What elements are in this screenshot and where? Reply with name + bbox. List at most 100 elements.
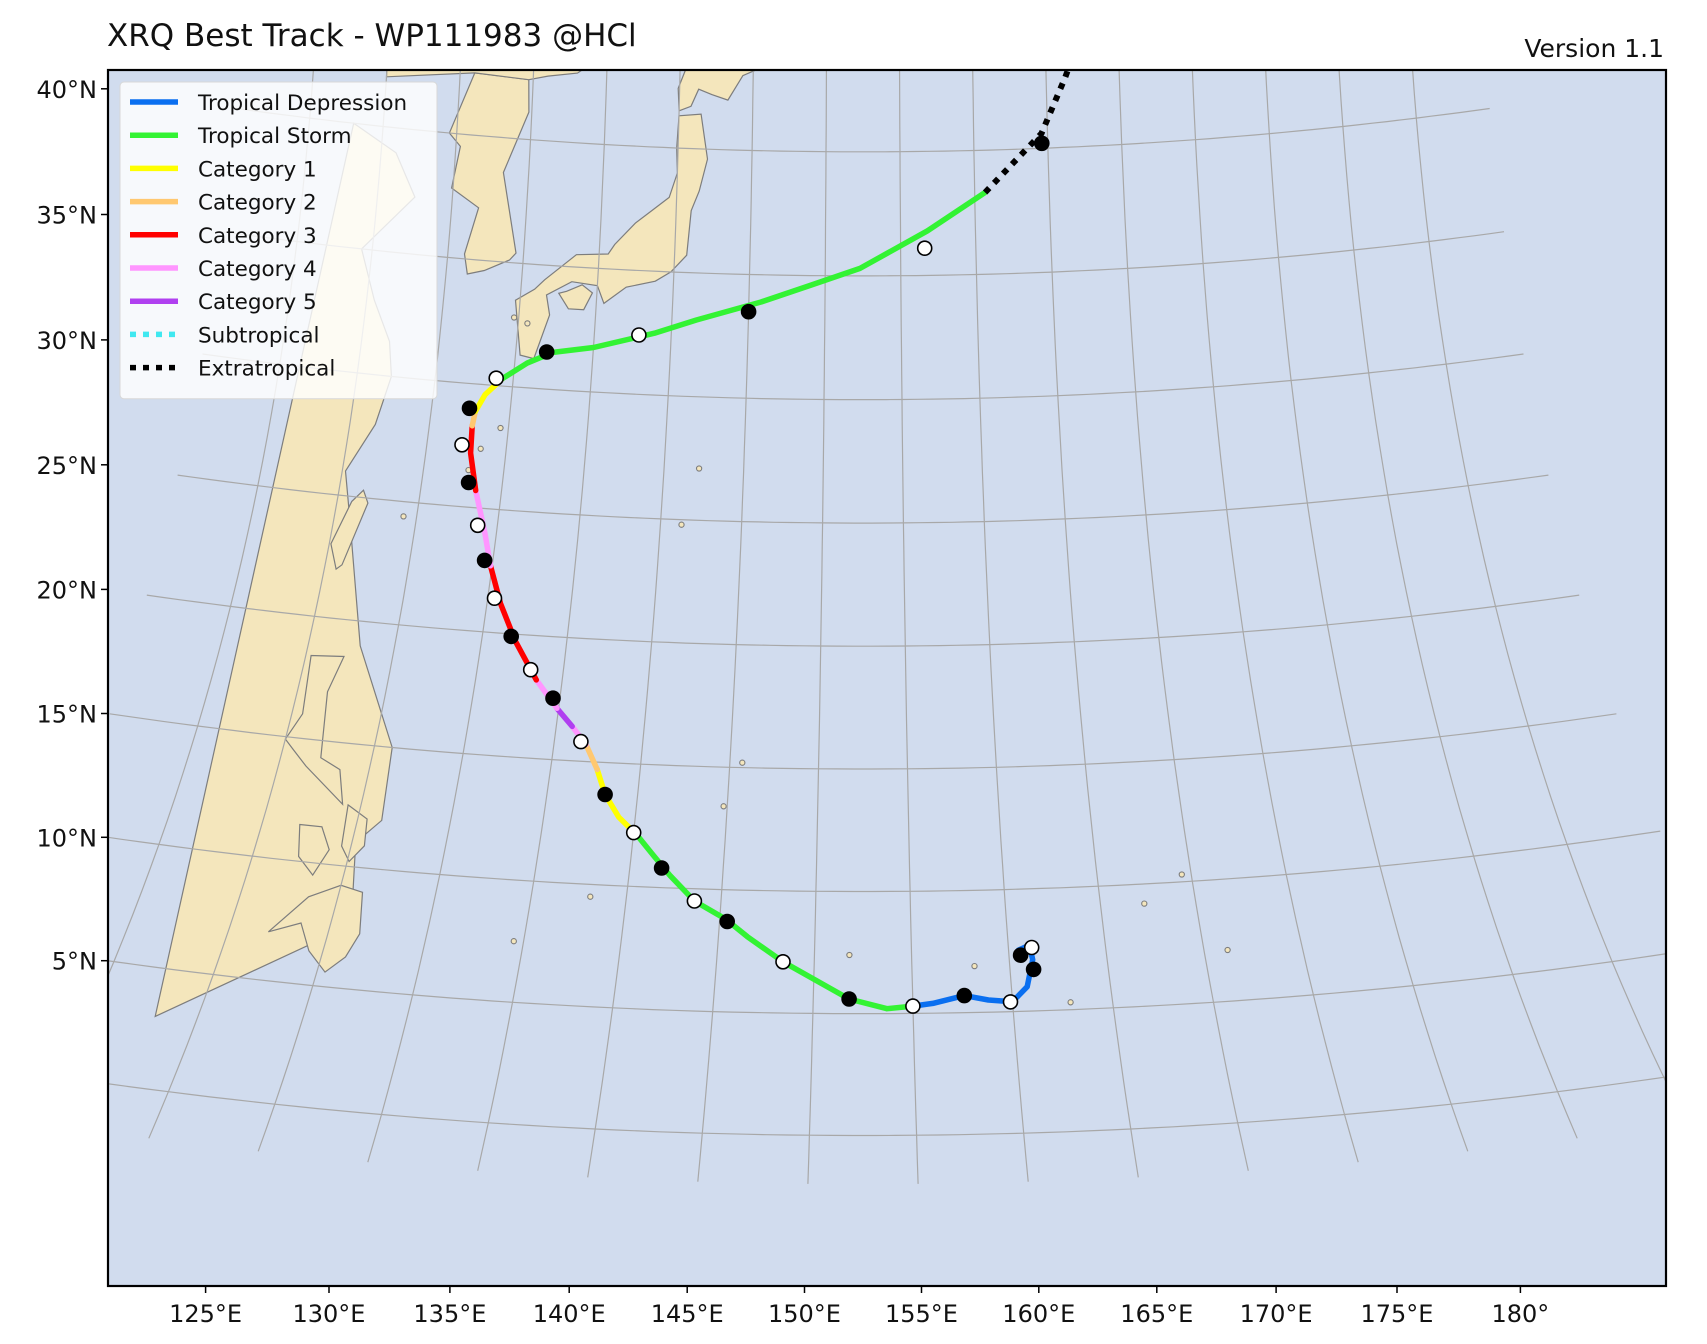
grid-parallel [109, 713, 1617, 770]
grid-parallel [146, 594, 1580, 647]
islet [400, 513, 407, 520]
islet [497, 424, 504, 432]
legend-label: Tropical Depression [197, 91, 407, 116]
lat-label: 15°N [37, 701, 98, 729]
grid-meridian [108, 70, 314, 978]
grid-parallel [108, 830, 1661, 893]
fix-marker-12z [905, 998, 921, 1014]
lon-label: 165°E [1120, 1300, 1193, 1328]
islet [739, 759, 746, 766]
track-segment [583, 741, 600, 773]
lat-label: 5°N [52, 948, 97, 976]
islet [477, 445, 484, 452]
fix-marker-00z [1012, 947, 1029, 964]
grid-meridian [1045, 70, 1139, 1178]
islet [510, 314, 518, 321]
fix-marker-00z [1034, 135, 1050, 152]
legend-label: Tropical Storm [197, 124, 352, 149]
lon-label: 160°E [1002, 1300, 1075, 1328]
fix-marker-00z [538, 344, 555, 360]
fix-marker-00z [719, 913, 736, 930]
grid-parallel [108, 953, 1666, 1015]
sakhalin [710, 0, 747, 2]
grid-meridian [477, 70, 608, 1171]
map-frame [106, 68, 1668, 1288]
russia-far-east [385, 70, 584, 81]
grid-meridian [257, 70, 461, 1152]
shikoku [557, 284, 594, 311]
fix-marker-12z [686, 893, 703, 909]
lon-label: 150°E [768, 1300, 841, 1328]
grid-meridian [1118, 70, 1249, 1171]
grid-parallel [108, 1076, 1666, 1137]
fix-marker-00z [653, 860, 670, 876]
fix-marker-12z [625, 824, 642, 841]
grid-meridian [697, 70, 754, 1182]
legend-label: Category 3 [198, 224, 317, 249]
mindanao [268, 884, 364, 973]
fix-marker-12z [454, 436, 470, 453]
fix-marker-12z [1002, 994, 1019, 1010]
legend-label: Category 5 [198, 290, 317, 315]
islet [971, 962, 978, 970]
luzon [284, 654, 345, 806]
fix-marker-00z [1025, 961, 1042, 978]
fix-marker-00z [476, 552, 493, 569]
lat-label: 40°N [37, 76, 98, 104]
fix-marker-00z [597, 786, 613, 803]
track-segment [982, 70, 1072, 195]
legend: Tropical Depression Tropical Storm Categor… [119, 81, 438, 400]
lat-label: 35°N [37, 202, 98, 230]
grid-meridian [587, 70, 681, 1178]
islet [587, 893, 594, 900]
track-segment [487, 563, 540, 683]
track-fixes [454, 135, 1050, 1014]
grid-parallel [177, 474, 1549, 524]
grid-meridian [148, 70, 388, 1139]
honshu-kyushu [514, 113, 709, 360]
lon-label: 170°E [1240, 1300, 1313, 1328]
track-segment [554, 705, 575, 730]
fix-marker-12z [1023, 939, 1040, 956]
islet [510, 938, 517, 945]
longitude-labels: 125°E 130°E 135°E 140°E 145°E 150°E 155°E 160°E… [169, 1286, 1549, 1328]
fix-marker-00z [841, 991, 857, 1007]
lon-label: 130°E [293, 1300, 366, 1328]
legend-label: Category 4 [198, 257, 317, 282]
korea [448, 72, 530, 275]
figure-title: XRQ Best Track - WP111983 @HCl [107, 18, 637, 54]
islet [1141, 900, 1148, 907]
version-label: Version 1.1 [1524, 34, 1664, 63]
fix-marker-12z [469, 517, 486, 534]
fix-marker-12z [631, 327, 647, 343]
islet [1067, 999, 1074, 1006]
islet [1178, 871, 1185, 878]
lon-label: 145°E [651, 1300, 724, 1328]
grid-meridian [1191, 70, 1359, 1163]
grid-meridian [1412, 70, 1666, 1084]
legend-label: Subtropical [198, 323, 319, 348]
latitude-labels: 5°N10°N15°N20°N25°N30°N35°N40°N45°N [37, 76, 108, 976]
fix-marker-12z [916, 240, 933, 256]
grid-meridian [1265, 70, 1469, 1152]
fix-marker-00z [545, 690, 561, 707]
taiwan [330, 489, 369, 571]
grid-meridian [807, 70, 828, 1184]
fix-marker-00z [461, 400, 478, 417]
legend-box [119, 81, 438, 400]
lat-label: 30°N [37, 327, 98, 355]
fix-marker-12z [488, 370, 505, 387]
grid-parallel [236, 107, 1490, 153]
lon-label: 175°E [1361, 1300, 1434, 1328]
fix-marker-12z [775, 953, 791, 970]
lon-label: 140°E [533, 1300, 606, 1328]
islet [1224, 946, 1231, 954]
grid-meridian [972, 70, 1029, 1182]
legend-label: Category 1 [198, 157, 317, 182]
grid-meridian [1338, 70, 1578, 1139]
lon-label: 180° [1491, 1300, 1549, 1328]
grid-meridian [898, 70, 919, 1184]
grid-meridian [367, 70, 535, 1163]
islet [720, 803, 727, 810]
